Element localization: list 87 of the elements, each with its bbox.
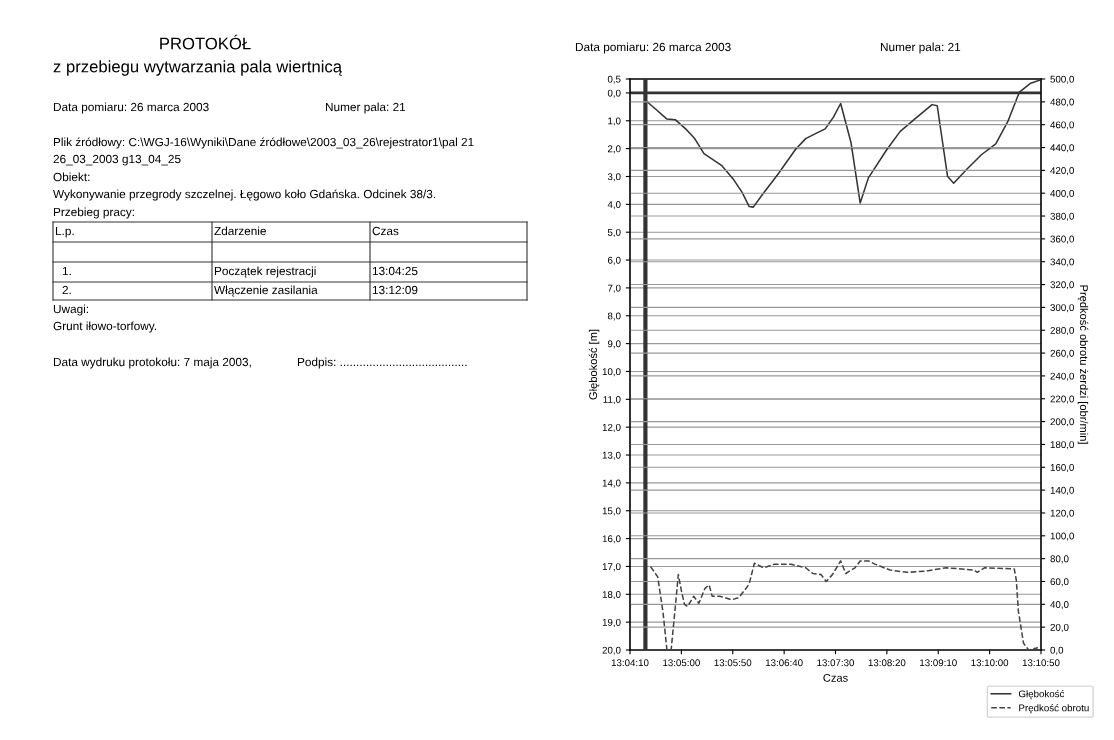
text: PROTOKÓŁ [160, 34, 251, 50]
text: 2. [62, 285, 71, 295]
x-tick-label: 13:09:10 [920, 659, 957, 667]
y2-axis-title: Prędkość obrotu żerdzi [obr/min] [1077, 285, 1089, 444]
x-tick-label: 13:04:10 [611, 659, 649, 667]
y2-tick-label: 340,0 [1050, 258, 1074, 267]
text: Wykonywanie przegrody szczelnej. Łęgowo koło Gdańska. Odcinek 38/3. [53, 189, 436, 201]
y-tick-label: 4,0 [607, 201, 621, 210]
y2-tick-label: 0,0 [1050, 646, 1064, 655]
y-tick-label: 0,5 [607, 75, 621, 84]
y-tick-label: 3,0 [607, 173, 621, 182]
y-tick-label: 15,0 [602, 507, 621, 516]
y-tick-label: 10,0 [602, 368, 621, 377]
text: 13:12:09 [372, 285, 418, 295]
x-tick-label: 13:06:40 [765, 659, 803, 667]
y2-tick-label: 120,0 [1050, 509, 1074, 518]
text: Uwagi: [53, 304, 89, 316]
y-tick-label: 1,0 [608, 117, 621, 126]
x-axis-title: Czas [823, 673, 848, 682]
text: Grunt iłowo-torfowy. [53, 321, 157, 333]
text: L.p. [55, 226, 74, 238]
y2-tick-label: 300,0 [1050, 304, 1074, 313]
y2-tick-label: 480,0 [1050, 98, 1074, 107]
text: Początek rejestracji [214, 266, 316, 278]
x-tick-label: 13:08:20 [868, 659, 906, 667]
x-tick-label: 13:05:50 [714, 659, 752, 667]
y2-tick-label: 260,0 [1050, 349, 1074, 358]
y-tick-label: 18,0 [602, 591, 621, 600]
y-tick-label: 2,0 [607, 145, 621, 154]
line-series [649, 560, 1039, 650]
y2-tick-label: 420,0 [1050, 167, 1074, 176]
y-tick-label: 8,0 [607, 312, 621, 321]
text: Zdarzenie [214, 226, 266, 236]
text: Data wydruku protokołu: 7 maja 2003, [53, 357, 251, 369]
text: z przebiegu wytwarzania pala wiertnicą [53, 60, 343, 76]
y-tick-label: 12,0 [602, 423, 621, 432]
y-tick-label: 16,0 [602, 535, 621, 544]
y-tick-label: 11,0 [603, 396, 621, 405]
y2-tick-label: 200,0 [1050, 418, 1074, 427]
y2-tick-label: 180,0 [1050, 441, 1074, 450]
x-tick-label: 13:07:30 [817, 659, 855, 667]
y2-tick-label: 440,0 [1050, 144, 1074, 153]
y-tick-label: 17,0 [602, 563, 621, 572]
y2-tick-label: 500,0 [1050, 75, 1074, 84]
y-tick-label: 5,0 [607, 228, 621, 237]
text: Data pomiaru: 26 marca 2003 [575, 42, 731, 54]
y2-tick-label: 280,0 [1050, 326, 1074, 336]
y2-tick-label: 240,0 [1050, 372, 1074, 381]
text: Przebieg pracy: [53, 207, 134, 219]
y-axis-title: Głębokość [m] [588, 329, 600, 400]
text: Podpis: ....................................... [297, 357, 467, 369]
text: Plik źródłowy: C:\WGJ-16\Wyniki\Dane źródłowe\2003_03_26\rejestrator1\pal 21 [53, 137, 474, 149]
y2-tick-label: 20,0 [1050, 623, 1069, 632]
y2-tick-label: 140,0 [1050, 486, 1074, 495]
y-tick-label: 7,0 [607, 284, 621, 293]
text: Obiekt: [53, 172, 90, 182]
y-tick-label: 13,0 [602, 451, 621, 460]
legend-label: Prędkość obrotu [1019, 704, 1089, 714]
y-tick-label: 14,0 [602, 479, 621, 488]
y-tick-label: 19,0 [602, 618, 621, 627]
y2-tick-label: 380,0 [1050, 212, 1074, 221]
y2-tick-label: 220,0 [1050, 395, 1074, 404]
y-tick-label: 20,0 [602, 646, 621, 655]
y2-tick-label: 360,0 [1050, 235, 1074, 244]
text: 13:04:25 [372, 266, 418, 276]
text: Czas [372, 226, 399, 236]
y2-tick-label: 400,0 [1050, 189, 1074, 198]
text: Włączenie zasilania [214, 285, 318, 297]
y-tick-label: 0,0 [607, 89, 621, 98]
y2-tick-label: 60,0 [1050, 578, 1069, 587]
x-tick-label: 13:05:00 [663, 659, 700, 667]
y2-tick-label: 40,0 [1050, 601, 1069, 610]
text: Numer pala: 21 [880, 42, 961, 54]
y-tick-label: 9,0 [607, 340, 621, 349]
text: Numer pala: 21 [325, 102, 406, 114]
y2-tick-label: 160,0 [1050, 464, 1074, 473]
x-tick-label: 13:10:00 [971, 659, 1009, 667]
y2-tick-label: 320,0 [1050, 281, 1074, 290]
y2-tick-label: 100,0 [1050, 532, 1074, 541]
y2-tick-label: 460,0 [1050, 121, 1074, 130]
legend-label: Głębokość [1018, 690, 1065, 700]
x-tick-label: 13:10:50 [1022, 659, 1060, 667]
y2-tick-label: 80,0 [1050, 555, 1069, 564]
text: Data pomiaru: 26 marca 2003 [53, 102, 209, 114]
y-tick-label: 6,0 [607, 256, 621, 265]
text: 26_03_2003 g13_04_25 [53, 154, 181, 166]
text: 1. [62, 266, 71, 276]
